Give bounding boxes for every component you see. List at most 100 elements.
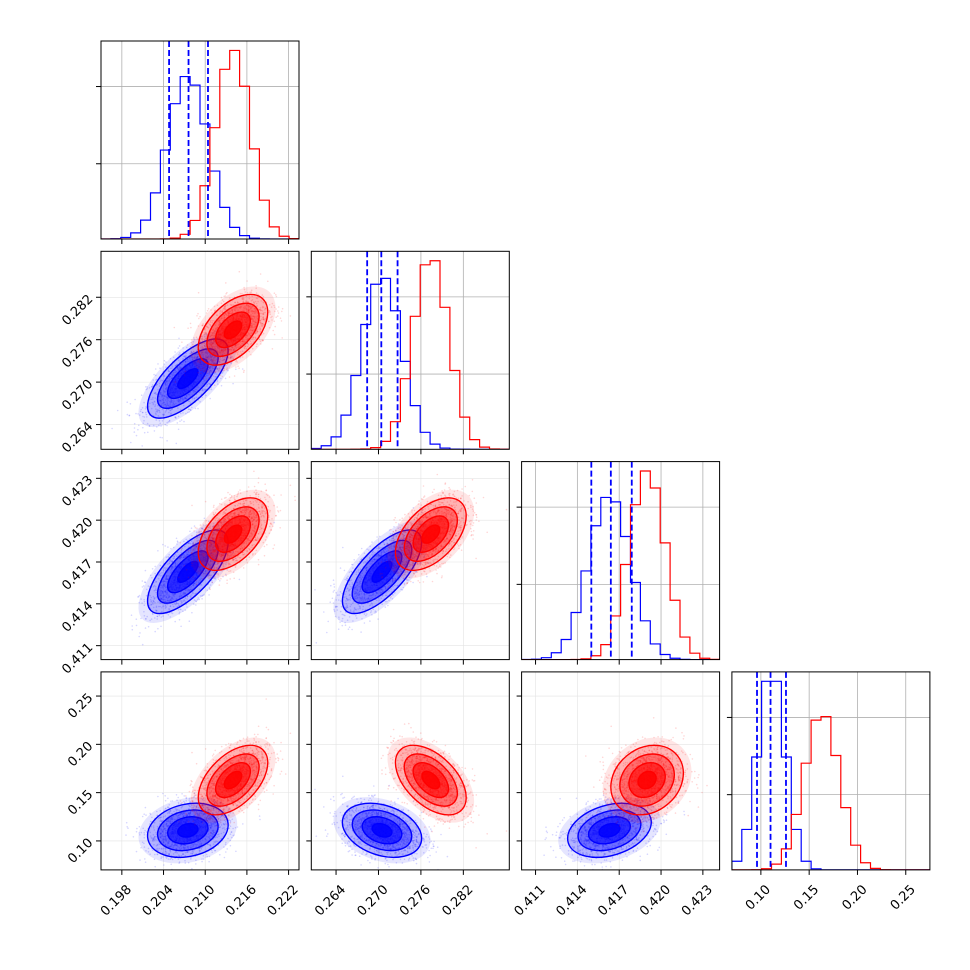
density-fill — [177, 368, 198, 389]
y-tick-label: 0.20 — [65, 739, 96, 770]
contour-blue — [351, 539, 413, 604]
panel-3-2: 0.411 0.414 0.417 0.420 0.423 — [512, 671, 721, 919]
y-tick-label: 0.282 — [59, 292, 96, 329]
contour-blue — [587, 816, 632, 845]
contour-blue — [177, 822, 199, 838]
panel-frame — [521, 461, 721, 661]
contour-red — [421, 524, 441, 544]
panel-1-1 — [306, 250, 510, 455]
contour-red — [223, 524, 243, 544]
panel-frame — [100, 461, 300, 661]
contour-red — [637, 770, 657, 790]
contour-red — [619, 753, 675, 807]
contour-red — [206, 506, 260, 562]
x-tick-label: 0.15 — [791, 882, 822, 913]
contour-red — [403, 753, 459, 807]
histogram-blue — [731, 680, 930, 870]
panel-3-3: 0.10 0.15 0.20 0.25 — [726, 671, 931, 913]
contour-blue — [351, 809, 413, 852]
y-tick-label: 0.417 — [59, 557, 96, 594]
density-fill — [638, 771, 657, 789]
density-fill — [598, 823, 620, 838]
contour-red — [223, 770, 243, 790]
contour-red — [197, 293, 269, 366]
histogram-red — [101, 49, 299, 239]
contour-blue — [156, 348, 219, 409]
contour-red — [412, 515, 450, 553]
x-tick-label: 0.25 — [888, 882, 919, 913]
x-tick-label: 0.222 — [265, 882, 302, 919]
panel-frame — [100, 40, 300, 240]
contour-blue — [371, 560, 393, 583]
y-tick-label: 0.420 — [59, 515, 96, 552]
contour-red — [223, 320, 243, 340]
contour-blue — [177, 367, 199, 390]
density-fill — [177, 561, 198, 583]
x-tick-label: 0.417 — [595, 882, 632, 919]
contour-red — [403, 506, 459, 562]
panel-3-1: 0.264 0.270 0.276 0.282 — [306, 671, 510, 919]
panel-frame — [731, 671, 931, 871]
panel-0-0 — [96, 40, 300, 244]
contour-red — [214, 515, 252, 553]
density-fill — [372, 823, 392, 838]
panel-frame — [100, 250, 300, 450]
y-tick-label: 0.25 — [65, 691, 96, 722]
y-tick-label: 0.15 — [65, 787, 96, 818]
x-tick-label: 0.276 — [397, 882, 434, 919]
panel-2-1 — [306, 461, 510, 665]
panel-2-2 — [516, 461, 721, 665]
panel-frame — [521, 671, 721, 871]
contour-blue — [166, 550, 209, 594]
contour-red — [421, 770, 441, 790]
contour-red — [394, 744, 467, 816]
panel-frame — [100, 671, 300, 871]
x-tick-label: 0.264 — [312, 882, 349, 919]
contour-blue — [146, 802, 229, 859]
x-tick-label: 0.198 — [98, 882, 135, 919]
contour-red — [214, 311, 252, 349]
y-tick-label: 0.423 — [59, 473, 96, 510]
contour-blue — [156, 809, 219, 852]
x-tick-label: 0.204 — [140, 882, 177, 919]
contour-blue — [361, 816, 403, 845]
y-tick-label: 0.276 — [59, 334, 96, 371]
x-tick-label: 0.270 — [355, 882, 392, 919]
x-tick-label: 0.411 — [512, 882, 549, 919]
contour-red — [206, 753, 260, 807]
contour-blue — [361, 550, 403, 594]
histogram-red — [521, 470, 720, 660]
density-fill — [177, 823, 198, 838]
contour-red — [214, 761, 252, 799]
density-fill — [372, 561, 392, 583]
contour-red — [197, 497, 269, 572]
x-tick-label: 0.420 — [637, 882, 674, 919]
x-tick-label: 0.10 — [743, 882, 774, 913]
contour-blue — [577, 809, 642, 852]
y-tick-label: 0.10 — [65, 836, 96, 867]
contour-red — [610, 744, 685, 816]
x-tick-label: 0.210 — [181, 882, 218, 919]
x-tick-label: 0.414 — [553, 882, 590, 919]
contour-red — [197, 744, 269, 816]
y-tick-label: 0.270 — [59, 377, 96, 414]
contour-blue — [166, 358, 209, 400]
contour-blue — [371, 822, 393, 838]
contour-blue — [566, 802, 652, 859]
y-tick-label: 0.411 — [59, 640, 96, 677]
panel-frame — [310, 250, 510, 450]
panel-frame — [310, 461, 510, 661]
panel-1-0: 0.264 0.270 0.276 0.282 — [59, 250, 300, 456]
contour-blue — [341, 802, 423, 859]
x-tick-label: 0.423 — [679, 882, 716, 919]
panel-frame — [310, 671, 510, 871]
y-tick-label: 0.264 — [59, 419, 96, 456]
y-tick-label: 0.414 — [59, 599, 96, 636]
x-tick-label: 0.20 — [839, 882, 870, 913]
contour-red — [412, 761, 450, 799]
panel-3-0: 0.10 0.15 0.20 0.25 0.198 0.204 0.210 0.216 0.22… — [65, 671, 302, 919]
contour-blue — [598, 822, 621, 838]
contour-red — [628, 761, 666, 799]
contour-red — [206, 302, 260, 358]
